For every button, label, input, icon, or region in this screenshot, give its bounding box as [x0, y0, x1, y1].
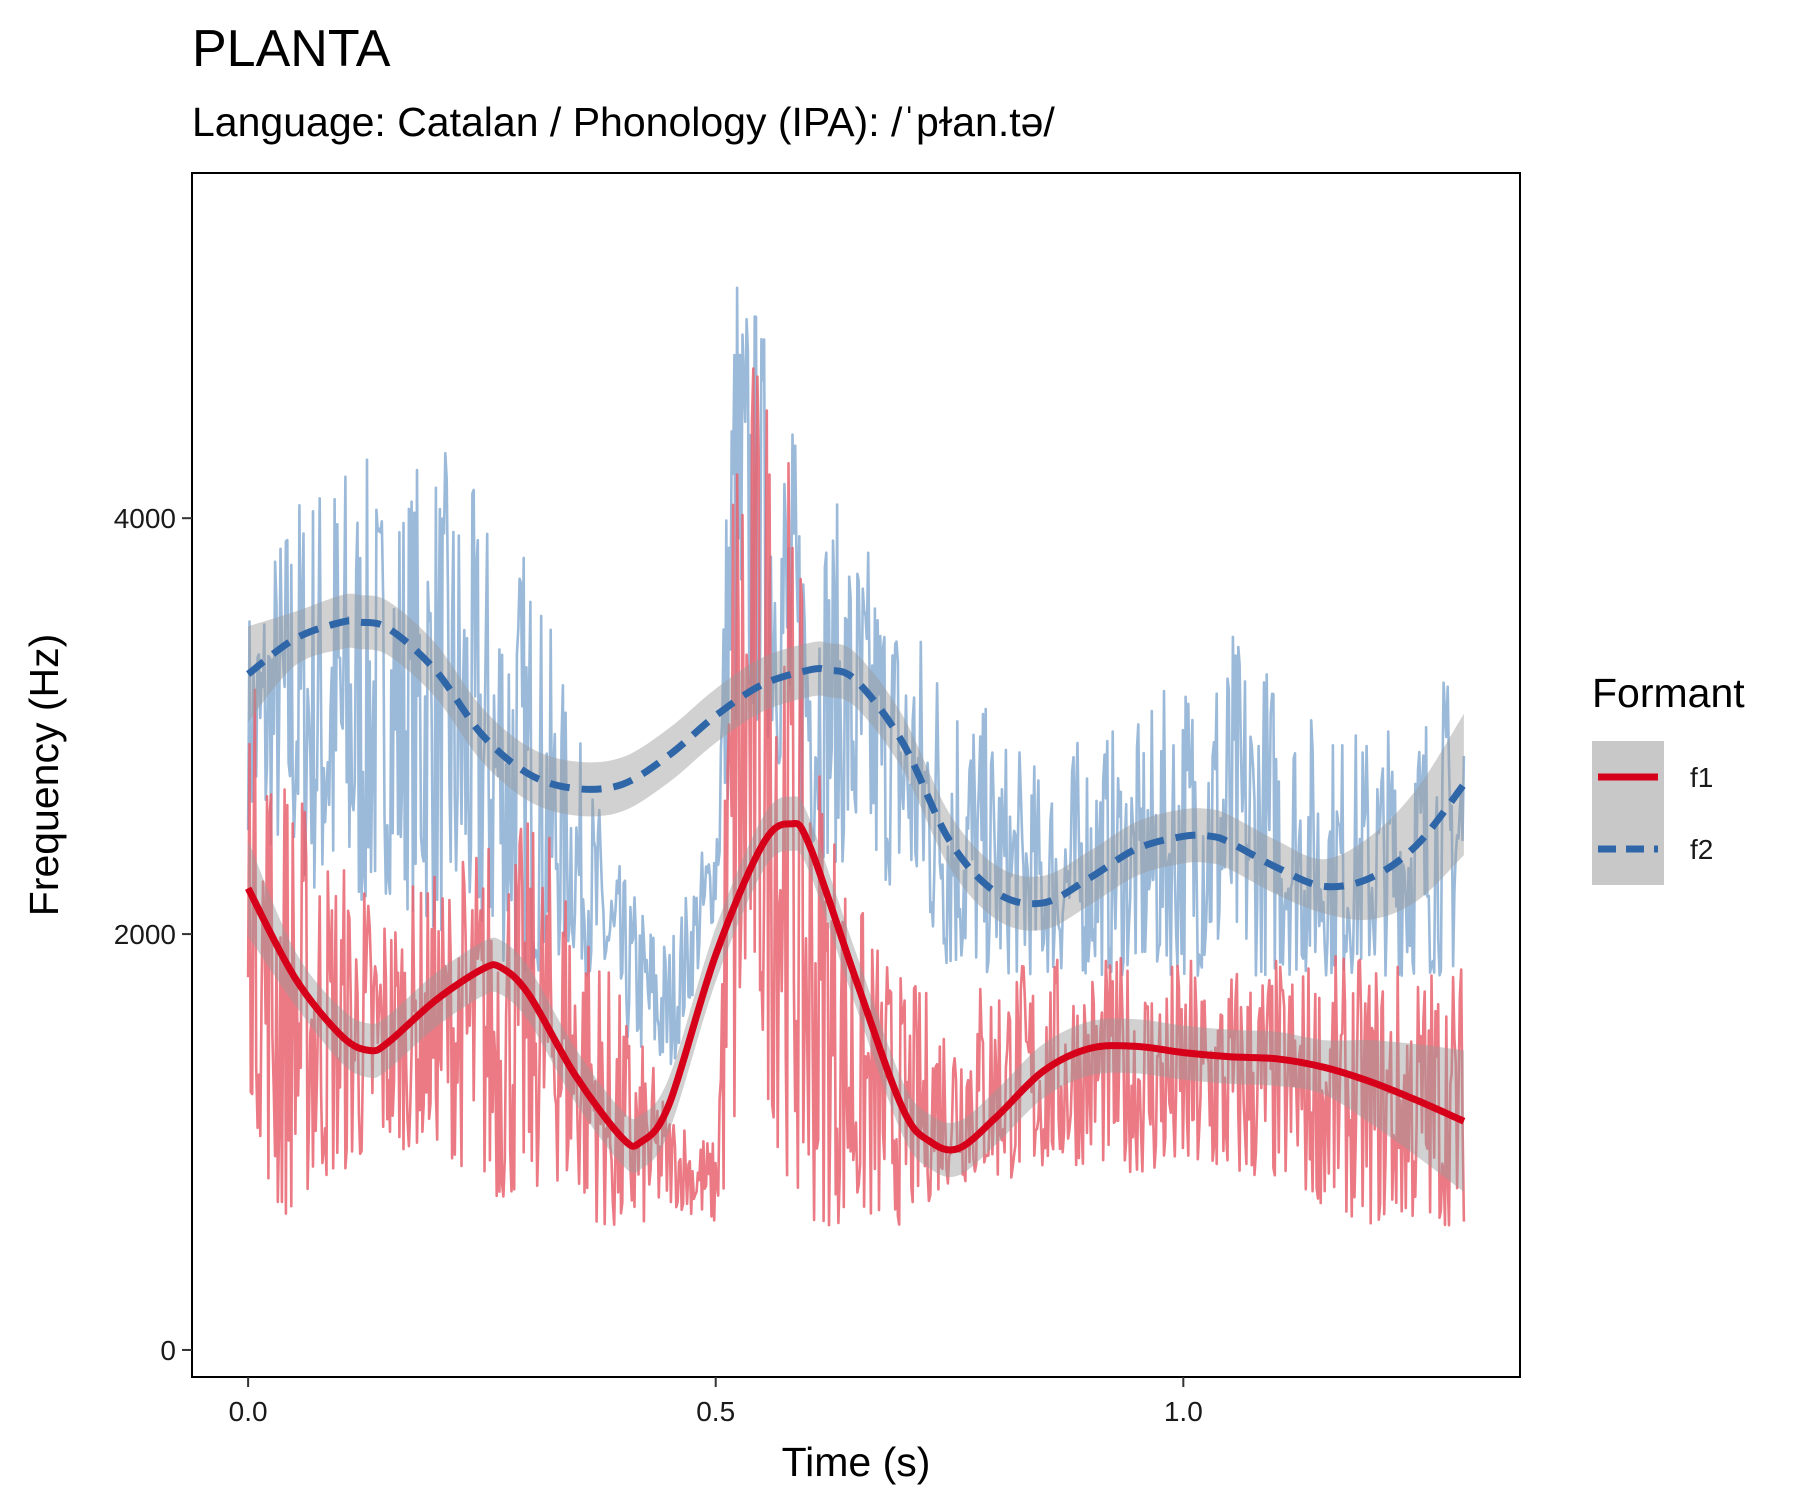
x-axis: 0.0 0.5 1.0: [229, 1377, 1203, 1427]
plot-border: [191, 172, 1521, 1378]
y-tick-label: 2000: [114, 919, 176, 950]
smooth-line-f1: [244, 820, 1466, 1154]
x-tick-label: 0.0: [229, 1396, 268, 1427]
legend: Formant f1 f2: [1592, 670, 1745, 885]
chart-title: PLANTA: [192, 20, 391, 78]
confidence-band-f1: [248, 796, 1464, 1192]
smooth-line-f2: [245, 617, 1467, 908]
legend-label-f1: f1: [1690, 762, 1713, 793]
y-tick-label: 0: [160, 1335, 176, 1366]
raw-track-f1: [246, 367, 1466, 1227]
legend-keys: f1 f2: [1592, 741, 1713, 885]
plot-layer: [244, 286, 1467, 1227]
legend-label-f2: f2: [1690, 834, 1713, 865]
confidence-band-f2: [248, 593, 1464, 931]
raw-track-f2: [246, 286, 1466, 1066]
y-axis-title: Frequency (Hz): [21, 634, 67, 917]
legend-title: Formant: [1592, 670, 1745, 716]
x-tick-label: 1.0: [1164, 1396, 1203, 1427]
x-axis-title: Time (s): [782, 1439, 931, 1485]
y-axis: 0 2000 4000: [114, 503, 192, 1366]
x-tick-label: 0.5: [696, 1396, 735, 1427]
chart-subtitle: Language: Catalan / Phonology (IPA): /ˈp…: [192, 99, 1055, 145]
y-tick-label: 4000: [114, 503, 176, 534]
